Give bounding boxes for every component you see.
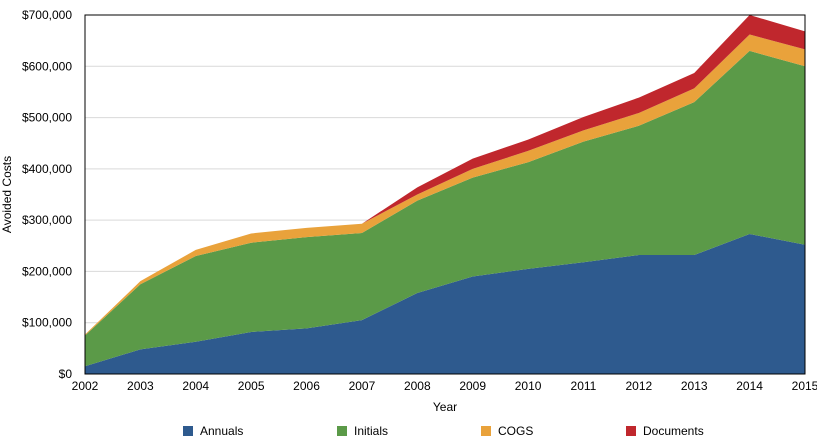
area-documents: [85, 15, 805, 335]
area-initials: [85, 50, 805, 367]
x-tick-label: 2005: [238, 379, 265, 393]
area-cogs: [85, 34, 805, 336]
y-tick-label: $200,000: [22, 264, 72, 278]
legend-swatch-documents: [626, 426, 636, 436]
series-areas: [85, 15, 805, 374]
x-tick-label: 2012: [625, 379, 652, 393]
legend-swatch-annuals: [183, 426, 193, 436]
x-tick-label: 2004: [182, 379, 209, 393]
x-tick-label: 2011: [571, 379, 597, 393]
x-tick-label: 2002: [72, 379, 99, 393]
y-tick-label: $300,000: [22, 213, 72, 227]
x-tick-label: 2008: [404, 379, 431, 393]
legend: Annuals Initials COGS Documents: [183, 424, 704, 438]
x-axis-ticks: 2002 2003 2004 2005 2006 2007 2008 2009 2010 2011…: [72, 379, 817, 393]
x-tick-label: 2014: [736, 379, 763, 393]
x-tick-label: 2015: [792, 379, 817, 393]
legend-label-documents: Documents: [643, 424, 704, 438]
x-tick-label: 2003: [127, 379, 154, 393]
x-tick-label: 2009: [459, 379, 486, 393]
y-tick-label: $700,000: [22, 8, 72, 22]
legend-label-annuals: Annuals: [200, 424, 243, 438]
y-tick-label: $600,000: [22, 59, 72, 73]
y-axis-label: Avoided Costs: [0, 156, 14, 233]
y-tick-label: $400,000: [22, 162, 72, 176]
legend-swatch-cogs: [481, 426, 491, 436]
y-axis-ticks: $0 $100,000 $200,000 $300,000 $400,000 $500,0…: [22, 8, 72, 381]
legend-swatch-initials: [337, 426, 347, 436]
y-tick-label: $100,000: [22, 316, 72, 330]
legend-label-initials: Initials: [354, 424, 388, 438]
x-tick-label: 2007: [349, 379, 376, 393]
plot-frame: [84, 14, 806, 375]
x-tick-label: 2013: [681, 379, 708, 393]
x-tick-label: 2006: [293, 379, 320, 393]
y-tick-label: $0: [59, 367, 73, 381]
legend-label-cogs: COGS: [498, 424, 533, 438]
y-tick-label: $500,000: [22, 111, 72, 125]
x-tick-label: 2010: [515, 379, 542, 393]
x-axis-label: Year: [433, 400, 457, 414]
area-annuals: [85, 233, 805, 374]
